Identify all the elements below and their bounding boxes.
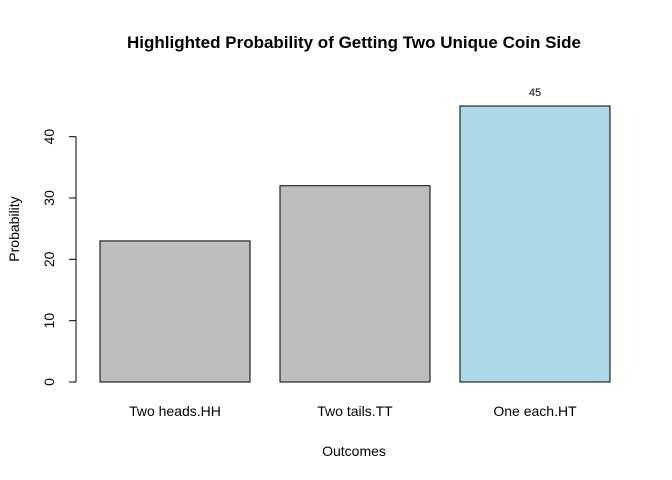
bar bbox=[279, 185, 431, 383]
chart-title: Highlighted Probability of Getting Two U… bbox=[127, 33, 581, 52]
y-tick-label: 30 bbox=[41, 190, 57, 206]
x-tick-labels: Two heads.HH Two tails.TT One each.HT bbox=[129, 403, 577, 419]
y-tick-label: 20 bbox=[41, 251, 57, 267]
y-tick-label: 0 bbox=[41, 378, 57, 386]
x-tick-label: Two tails.TT bbox=[317, 403, 393, 419]
bar bbox=[99, 240, 251, 383]
x-tick-label: One each.HT bbox=[493, 403, 577, 419]
y-tick-label: 40 bbox=[41, 129, 57, 145]
data-labels: 45 bbox=[529, 87, 541, 99]
bars bbox=[99, 105, 611, 383]
x-tick-label: Two heads.HH bbox=[129, 403, 221, 419]
bar bbox=[459, 105, 611, 383]
y-tick-label: 10 bbox=[41, 313, 57, 329]
data-label: 45 bbox=[529, 87, 541, 99]
x-axis-label: Outcomes bbox=[322, 443, 386, 459]
y-axis: 0 10 20 30 40 bbox=[41, 129, 77, 386]
y-axis-label: Probability bbox=[6, 196, 22, 261]
